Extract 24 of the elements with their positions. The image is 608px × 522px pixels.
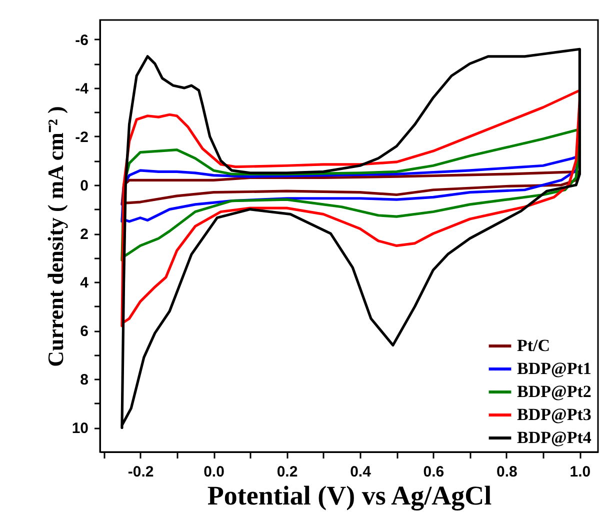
- y-tick-label: 10: [72, 420, 88, 438]
- y-tick-label: -6: [75, 32, 88, 49]
- y-tick-label: 8: [80, 372, 88, 389]
- y-tick-label: 2: [80, 226, 88, 244]
- y-tick-label: -2: [75, 128, 88, 146]
- y-tick-label: 4: [80, 274, 90, 292]
- legend-label: BDP@Pt1: [517, 359, 592, 378]
- y-tick-label: -4: [75, 80, 90, 98]
- y-tick-label: 6: [80, 323, 88, 340]
- legend-label: BDP@Pt3: [517, 405, 592, 424]
- y-tick-label: 0: [80, 178, 88, 195]
- line-series: [120, 170, 581, 206]
- x-tick-label: 0.6: [423, 464, 444, 480]
- x-tick-label: 0.8: [496, 464, 518, 480]
- legend-label: Pt/C: [517, 336, 550, 355]
- y-axis-title: Current density ( mA cm⁻² ): [42, 106, 68, 367]
- x-tick-label: 0.2: [276, 464, 298, 480]
- x-tick-label: 0.4: [350, 464, 372, 480]
- legend-label: BDP@Pt4: [517, 428, 592, 447]
- x-tick-label: -0.2: [128, 464, 154, 480]
- x-axis-title: Potential (V) vs Ag/AgCl: [207, 480, 492, 510]
- x-tick-label: 0.0: [204, 464, 224, 480]
- legend-label: BDP@Pt2: [517, 382, 592, 401]
- x-tick-label: 1.0: [570, 464, 591, 480]
